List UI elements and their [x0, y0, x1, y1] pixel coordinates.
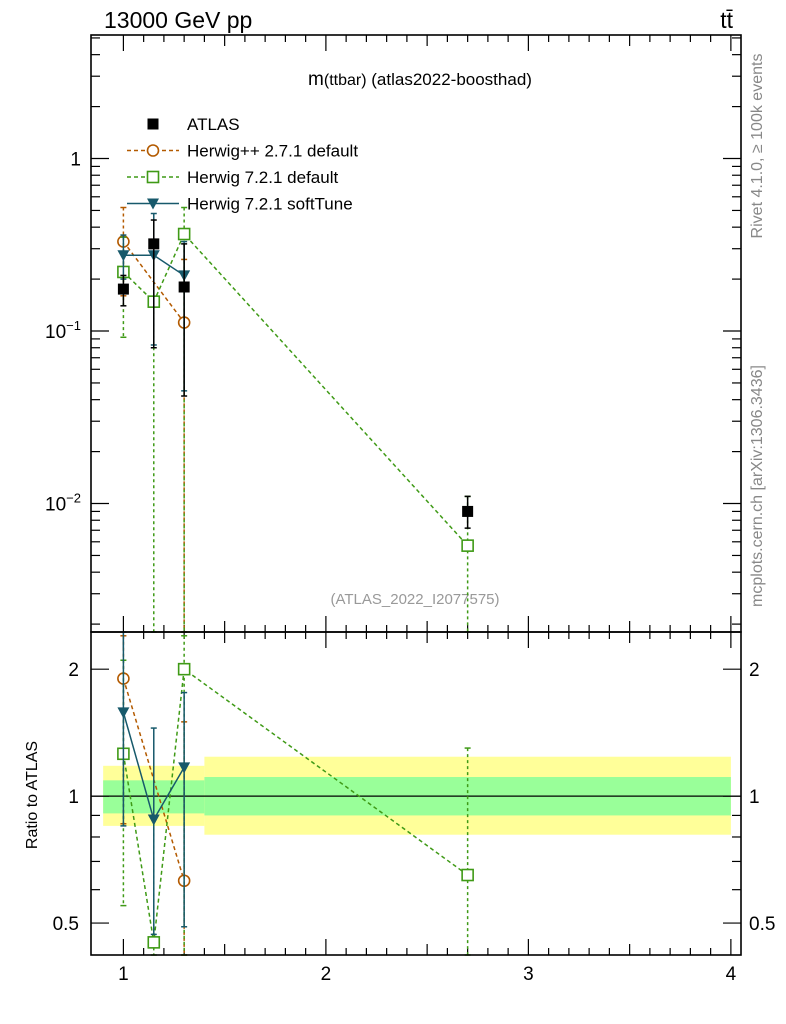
uncertainty-bands [91, 756, 741, 835]
analysis-watermark: (ATLAS_2022_I2077575) [330, 591, 499, 608]
x-tick-label: 1 [118, 964, 129, 985]
ratio-point-herwig-7-2-1-softtune [117, 707, 130, 719]
legend-label-herwig-7-2-1-softtune: Herwig 7.2.1 softTune [187, 195, 353, 214]
x-tick-label: 3 [523, 964, 534, 985]
point-atlas [178, 281, 190, 293]
plot-title: m(ttbar) (atlas2022-boosthad) [308, 69, 532, 90]
point-atlas [148, 238, 160, 250]
point-herwig-7-2-1-default [461, 539, 474, 552]
legend-marker-atlas [147, 118, 159, 130]
legend-label-herwig-7-2-1-default: Herwig 7.2.1 default [187, 168, 338, 187]
ratio-point-herwig-7-2-1-default [177, 662, 191, 676]
ratio-axis-label: Ratio to ATLAS [24, 741, 41, 849]
header-process-label: tt̄ [720, 7, 733, 33]
x-tick-label: 4 [726, 964, 737, 985]
ratio-y-tick-label-right: 1 [749, 787, 760, 808]
main-series [117, 206, 474, 633]
ratio-series [117, 631, 474, 956]
ratio-y-tick-label-left: 0.5 [53, 914, 79, 935]
ratio-y-tick-label-left: 2 [68, 660, 79, 681]
point-atlas [117, 283, 129, 295]
ratio-point-herwig-7-2-1-softtune [147, 814, 160, 826]
y-tick-label: 10−2 [45, 491, 81, 516]
header-energy-label: 13000 GeV pp [104, 7, 252, 33]
ratio-y-tick-label-right: 2 [749, 660, 760, 681]
ratio-point-herwig-7-2-1-softtune [178, 762, 191, 774]
legend-marker-herwig-7-2-1-softtune [147, 198, 159, 210]
y-tick-label: 10−1 [45, 318, 81, 343]
ratio-point-herwig-7-2-1-default [147, 936, 161, 949]
legend-label-herwig-2-7-1-default: Herwig++ 2.7.1 default [187, 142, 358, 161]
rivet-version-label: Rivet 4.1.0, ≥ 100k events [749, 54, 766, 239]
legend-marker-herwig-2-7-1-default [146, 144, 160, 157]
point-herwig-7-2-1-softtune [117, 250, 130, 262]
ratio-point-herwig-7-2-1-default [461, 868, 474, 882]
mcplots-label: mcplots.cern.ch [arXiv:1306.3436] [749, 365, 766, 607]
y-tick-label: 1 [70, 150, 81, 171]
point-herwig-7-2-1-default [177, 227, 191, 241]
point-atlas [462, 505, 474, 517]
ratio-plot-frame [90, 631, 742, 956]
ratio-y-tick-label-right: 0.5 [749, 914, 775, 935]
legend-marker-herwig-7-2-1-default [146, 170, 160, 184]
legend-label-atlas: ATLAS [187, 115, 240, 134]
axis-ticks: 1 2 3 4 1 10−1 10−2 2 2 1 1 0.5 0.5 [45, 35, 775, 985]
legend: ATLAS Herwig++ 2.7.1 default Herwig 7.2.1 … [127, 115, 358, 214]
ratio-y-tick-label-left: 1 [68, 787, 79, 808]
series-line-herwig-7-2-1-default [122, 232, 469, 547]
x-tick-label: 2 [321, 964, 332, 985]
